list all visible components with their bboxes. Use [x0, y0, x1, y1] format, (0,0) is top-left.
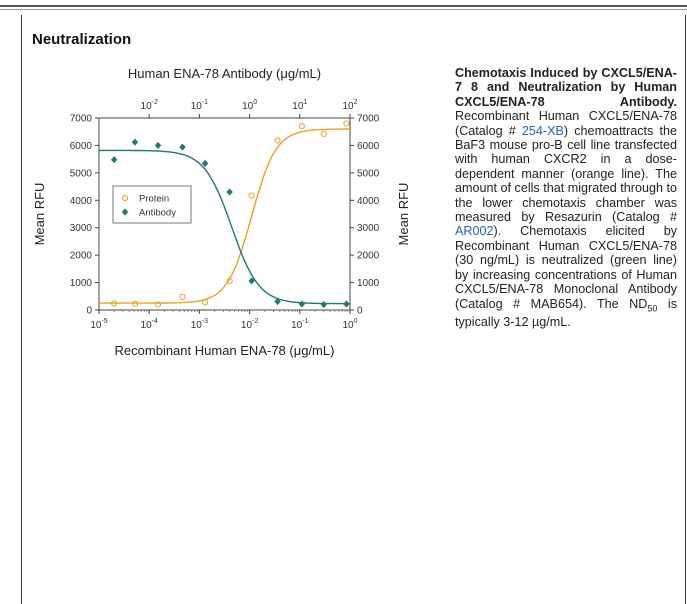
x-tick-label: 100 [342, 318, 357, 331]
antibody-point [110, 156, 118, 164]
x-tick-label: 10-2 [241, 318, 258, 331]
protein-point [320, 130, 327, 138]
top-tick-label: 100 [242, 99, 257, 112]
antibody-point [154, 141, 162, 150]
top-tick-label: 101 [292, 99, 307, 112]
y-tick-label-right: 3000 [357, 223, 380, 234]
x-tick-label: 10-3 [191, 318, 208, 331]
caption-title: Chemotaxis Induced by CXCL5/ENA-7 8 and … [455, 66, 677, 109]
legend-antibody-marker [121, 208, 129, 216]
antibody-point [131, 138, 139, 146]
y-tick-label-left: 2000 [70, 251, 93, 262]
header-rule [0, 5, 687, 7]
y-tick-label-left: 1000 [70, 278, 93, 289]
antibody-point [248, 277, 255, 285]
nd50-subscript: 50 [647, 303, 658, 314]
chart-title: Human ENA-78 Antibody (μg/mL) [128, 66, 321, 81]
top-tick-label: 10-2 [141, 99, 158, 112]
protein-point [274, 137, 281, 144]
fit-curve-antibody [99, 149, 350, 305]
y-axis-label-right: Mean RFU [396, 183, 411, 246]
protein-point [343, 120, 350, 127]
antibody-point [320, 300, 327, 309]
y-tick-label-right: 6000 [357, 141, 380, 152]
y-tick-label-left: 0 [86, 306, 92, 317]
content-frame [21, 15, 686, 604]
antibody-point [298, 300, 306, 308]
protein-point [179, 293, 186, 300]
x-tick-label: 10-1 [291, 318, 308, 331]
protein-point [154, 301, 162, 308]
y-tick-label-right: 7000 [357, 114, 380, 125]
y-tick-label-left: 5000 [70, 168, 93, 179]
top-tick-label: 10-1 [191, 99, 208, 112]
antibody-point [201, 159, 209, 168]
caption-text-4: is typically 3-12 µg/mL. [455, 296, 678, 330]
y-tick-label-right: 4000 [357, 196, 380, 207]
protein-point [226, 277, 233, 285]
protein-point [111, 300, 118, 307]
antibody-point [343, 300, 350, 308]
catalog-link-ar002[interactable]: AR002 [455, 224, 494, 239]
x-tick-label: 10-4 [141, 318, 158, 331]
caption-text-2: ) chemoattracts the BaF3 mouse pro-B cel… [455, 123, 678, 225]
x-axis-label: Recombinant Human ENA-78 (μg/mL) [115, 343, 335, 358]
y-tick-label-right: 5000 [357, 168, 380, 179]
protein-point [202, 299, 209, 306]
y-tick-label-right: 1000 [357, 278, 380, 289]
y-axis-label-left: Mean RFU [32, 183, 47, 246]
y-tick-label-right: 2000 [357, 251, 380, 262]
header-rule-thin [0, 9, 687, 10]
legend-label-protein: Protein [139, 194, 169, 205]
x-tick-label: 10-5 [90, 318, 107, 331]
y-tick-label-left: 3000 [70, 223, 93, 234]
section-title: Neutralization [32, 31, 132, 48]
protein-point [131, 300, 139, 307]
y-tick-label-left: 7000 [70, 114, 93, 125]
antibody-point [274, 297, 281, 306]
caption-text-3: ). Chemotaxis elicited by Recombinant Hu… [455, 224, 677, 311]
antibody-point [179, 143, 186, 151]
top-tick-label: 102 [342, 99, 357, 112]
y-tick-label-left: 6000 [70, 141, 93, 152]
legend-protein-marker [121, 194, 129, 202]
protein-point [298, 123, 305, 130]
y-tick-label-right: 0 [357, 306, 363, 317]
y-tick-label-left: 4000 [70, 196, 93, 207]
legend-box [112, 185, 192, 224]
catalog-link-254xb[interactable]: 254-XB [521, 123, 564, 138]
plot-frame [98, 117, 351, 311]
figure-caption: Chemotaxis Induced by CXCL5/ENA-7 8 and … [455, 66, 677, 330]
neutralization-chart: 10-5 10-4 10-3 10-2 10-1 100 10-2 10-1 100 101 102… [32, 66, 411, 358]
protein-point [248, 192, 255, 199]
caption-text-1: Recombinant Human CXCL5/ENA-78 (Catalog … [455, 109, 677, 138]
antibody-point [226, 188, 233, 196]
legend-label-antibody: Antibody [139, 208, 176, 219]
fit-curve-protein [99, 128, 350, 304]
